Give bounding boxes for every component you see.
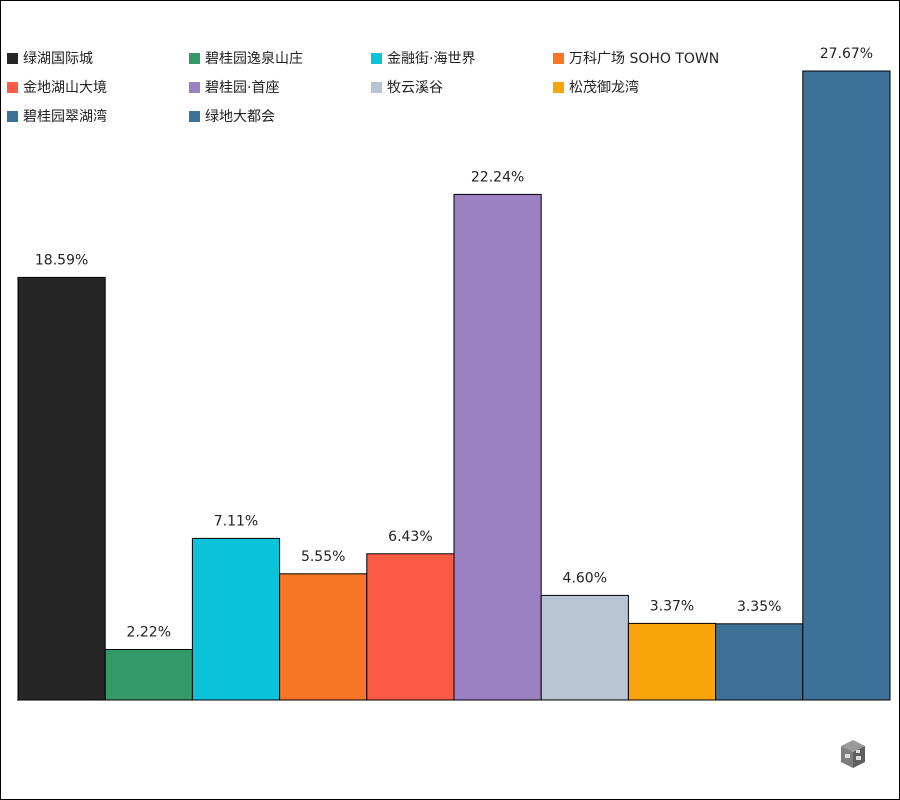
bars-group — [17, 70, 891, 701]
legend-label: 万科广场 SOHO TOWN — [569, 51, 720, 67]
legend-swatch — [7, 52, 18, 64]
bar-10[interactable] — [802, 70, 891, 701]
legend-label: 牧云溪谷 — [387, 80, 443, 96]
bar-9[interactable] — [715, 623, 804, 701]
legend-swatch — [371, 81, 382, 93]
legend-item[interactable]: 金地湖山大境 — [7, 77, 189, 97]
legend-item[interactable]: 碧桂园逸泉山庄 — [189, 48, 371, 68]
legend-swatch — [7, 110, 18, 122]
legend-label: 松茂御龙湾 — [569, 80, 639, 96]
legend-swatch — [371, 52, 382, 64]
value-label-8: 3.37% — [650, 598, 694, 614]
value-label-10: 27.67% — [820, 46, 873, 62]
bar-3[interactable] — [191, 537, 281, 701]
legend-label: 绿地大都会 — [205, 109, 275, 125]
legend-label: 碧桂园逸泉山庄 — [205, 51, 303, 67]
value-label-6: 22.24% — [471, 169, 524, 185]
logo-icon — [841, 740, 865, 768]
legend-item[interactable]: 牧云溪谷 — [371, 77, 553, 97]
legend-swatch — [189, 110, 200, 122]
bar-2[interactable] — [104, 649, 193, 701]
legend-item[interactable]: 碧桂园·首座 — [189, 77, 371, 97]
legend-swatch — [553, 52, 564, 64]
value-label-4: 5.55% — [301, 549, 345, 565]
bar-6[interactable] — [453, 193, 542, 701]
legend-item[interactable]: 万科广场 SOHO TOWN — [553, 48, 753, 68]
legend-swatch — [189, 52, 200, 64]
legend-label: 碧桂园翠湖湾 — [23, 109, 107, 125]
value-label-9: 3.35% — [737, 599, 781, 615]
value-label-2: 2.22% — [127, 625, 171, 641]
bar-8[interactable] — [627, 622, 717, 701]
value-label-5: 6.43% — [388, 529, 432, 545]
legend-swatch — [189, 81, 200, 93]
legend-item[interactable]: 绿湖国际城 — [7, 48, 189, 68]
chart-legend: 绿湖国际城 碧桂园逸泉山庄 金融街·海世界 万科广场 SOHO TOWN 金地湖… — [7, 48, 767, 126]
legend-item[interactable]: 绿地大都会 — [189, 106, 371, 126]
legend-label: 碧桂园·首座 — [205, 80, 280, 96]
legend-item[interactable]: 金融街·海世界 — [371, 48, 553, 68]
legend-item[interactable]: 碧桂园翠湖湾 — [7, 106, 189, 126]
legend-item[interactable]: 松茂御龙湾 — [553, 77, 753, 97]
legend-label: 金融街·海世界 — [387, 51, 476, 67]
value-label-1: 18.59% — [35, 252, 88, 268]
legend-swatch — [553, 81, 564, 93]
bar-7[interactable] — [540, 594, 629, 701]
legend-swatch — [7, 81, 18, 93]
bar-1[interactable] — [17, 276, 106, 701]
bar-5[interactable] — [366, 553, 455, 701]
value-label-7: 4.60% — [563, 570, 607, 586]
value-labels-group: 18.59% 2.22% 7.11% 5.55% 6.43% 22.24% 4.60% 3.3… — [35, 46, 873, 641]
legend-label: 金地湖山大境 — [23, 80, 107, 96]
bar-4[interactable] — [279, 573, 368, 701]
value-label-3: 7.11% — [214, 513, 258, 529]
legend-label: 绿湖国际城 — [23, 51, 93, 67]
